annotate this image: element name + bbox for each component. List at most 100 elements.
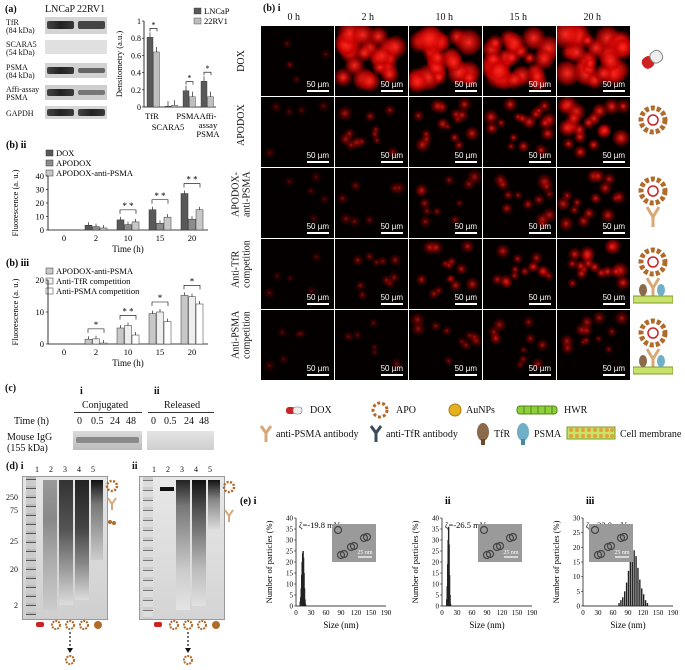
legend-swatch (193, 7, 202, 15)
y-tick-label: 25 (573, 529, 581, 537)
bar (148, 209, 157, 231)
histogram-bar (646, 603, 649, 606)
legend-label: Anti-PSMA competition (56, 286, 140, 296)
microscopy-image: 50 µm (261, 168, 334, 238)
hwr-icon (516, 405, 558, 415)
cell-line-22rv1: 22RV1 (77, 4, 106, 15)
significance-bracket (151, 301, 169, 306)
bar (180, 193, 189, 231)
bar (180, 295, 189, 345)
scale-bar: 50 µm (528, 151, 551, 163)
microscopy-image: 50 µm (483, 239, 556, 309)
y-tick-label: 5 (577, 588, 581, 596)
x-tick-label: 150 (653, 609, 664, 617)
bar (99, 342, 108, 345)
y-tick-label: 35 (286, 526, 294, 534)
aunp-icon (448, 403, 462, 417)
x-tick-label: 10 (124, 347, 133, 357)
histogram-bar (627, 570, 630, 606)
bar (164, 105, 172, 108)
row-label: DOX (235, 50, 247, 72)
legend-swatch (45, 277, 54, 285)
bar (163, 321, 172, 345)
bar (195, 209, 204, 231)
histogram-bar (633, 550, 635, 606)
x-tick-label: PSMA (176, 111, 200, 121)
legend-dox: DOX (310, 405, 332, 416)
histogram-bar (631, 553, 633, 606)
x-tick-label: 90 (484, 609, 492, 617)
scale-bar: 50 µm (528, 364, 551, 376)
y-tick-label: 0 (137, 103, 141, 112)
significance-label: * * (186, 175, 198, 185)
legend-apo: APO (396, 405, 417, 416)
microscopy-image: 50 µm (261, 239, 334, 309)
time-48: 48 (199, 416, 209, 427)
particle (508, 532, 518, 542)
western-blot-image (45, 17, 107, 119)
x-tick-label: 90 (338, 609, 346, 617)
time-header: 10 h (435, 12, 454, 23)
anti-psma-antibody-icon (259, 425, 273, 442)
particle (479, 525, 489, 535)
y-axis-label: Densitometry (a.u.) (114, 31, 124, 97)
scale-bar: 50 µm (602, 80, 625, 92)
y-tick-label: 40 (286, 515, 294, 523)
scale-bar: 50 µm (454, 80, 477, 92)
scale-bar: 50 µm (602, 222, 625, 234)
legend-label: APODOX (56, 158, 91, 168)
mouse-igg-label: Mouse IgG (155 kDa) (7, 432, 53, 454)
y-tick-label: 25 (286, 548, 294, 556)
inset-scale-label: 25 nm (503, 550, 519, 556)
chart-fluorescence-bii: (b) iiDOXAPODOXAPODOX-anti-PSMA010203040… (6, 140, 208, 254)
x-axis-label: Size (nm) (469, 620, 504, 630)
y-tick-label: 20 (432, 559, 440, 567)
x-tick-label: 15 (156, 347, 165, 357)
cell-membrane-icon (566, 426, 616, 440)
significance-bracket (183, 183, 201, 188)
panel-e-sublabel: (e) i (240, 496, 257, 507)
gel-ii (139, 476, 225, 620)
microscopy-image: 50 µm (261, 26, 334, 96)
significance-label: * (188, 74, 192, 83)
bar (148, 313, 157, 345)
bar (84, 225, 93, 231)
x-tick-label: 90 (625, 609, 633, 617)
x-tick-label: SCARA5 (152, 122, 185, 132)
bar (200, 80, 208, 108)
legend-label: APODOX-anti-PSMA (56, 168, 134, 178)
time-header: 2 h (361, 12, 375, 23)
nanocarrier-icon (638, 105, 668, 135)
y-tick-label: 0 (577, 603, 581, 611)
row-label: APODOX (235, 104, 247, 146)
significance-label: * (190, 276, 195, 286)
particle (339, 549, 349, 559)
x-tick-label: 60 (610, 609, 618, 617)
x-tick-label: 30 (454, 609, 462, 617)
bar (92, 226, 100, 231)
microscopy-image: 50 µm (557, 310, 630, 380)
bar (171, 105, 178, 108)
significance-label: * (94, 320, 99, 330)
significance-bracket (183, 285, 201, 290)
y-tick-label: 15 (286, 570, 294, 578)
bar (131, 334, 140, 345)
legend-label: Anti-TfR competition (56, 276, 131, 286)
legend-cell-membrane: Cell membrane (620, 429, 682, 440)
x-tick-label: 10 (124, 233, 133, 243)
marker-75: 75 (10, 506, 18, 515)
histogram-bar (303, 588, 306, 606)
microscopy-image: 50 µm (335, 239, 408, 309)
microscopy-grid: 0 h 2 h 10 h 15 h 20 h DOX 50 µm 50 µm 50 µm 50 µ… (228, 10, 685, 380)
x-tick-label: 30 (308, 609, 316, 617)
y-tick-label: 0 (436, 603, 440, 611)
bar (84, 338, 93, 345)
particle (333, 525, 343, 535)
gel-ii-markers (222, 480, 236, 522)
legend-label: 22RV1 (204, 16, 228, 26)
group-released: Released (164, 400, 201, 411)
x-tick-label: 150 (512, 609, 523, 617)
x-tick-label: 0 (440, 609, 444, 617)
x-tick-label: 60 (323, 609, 331, 617)
